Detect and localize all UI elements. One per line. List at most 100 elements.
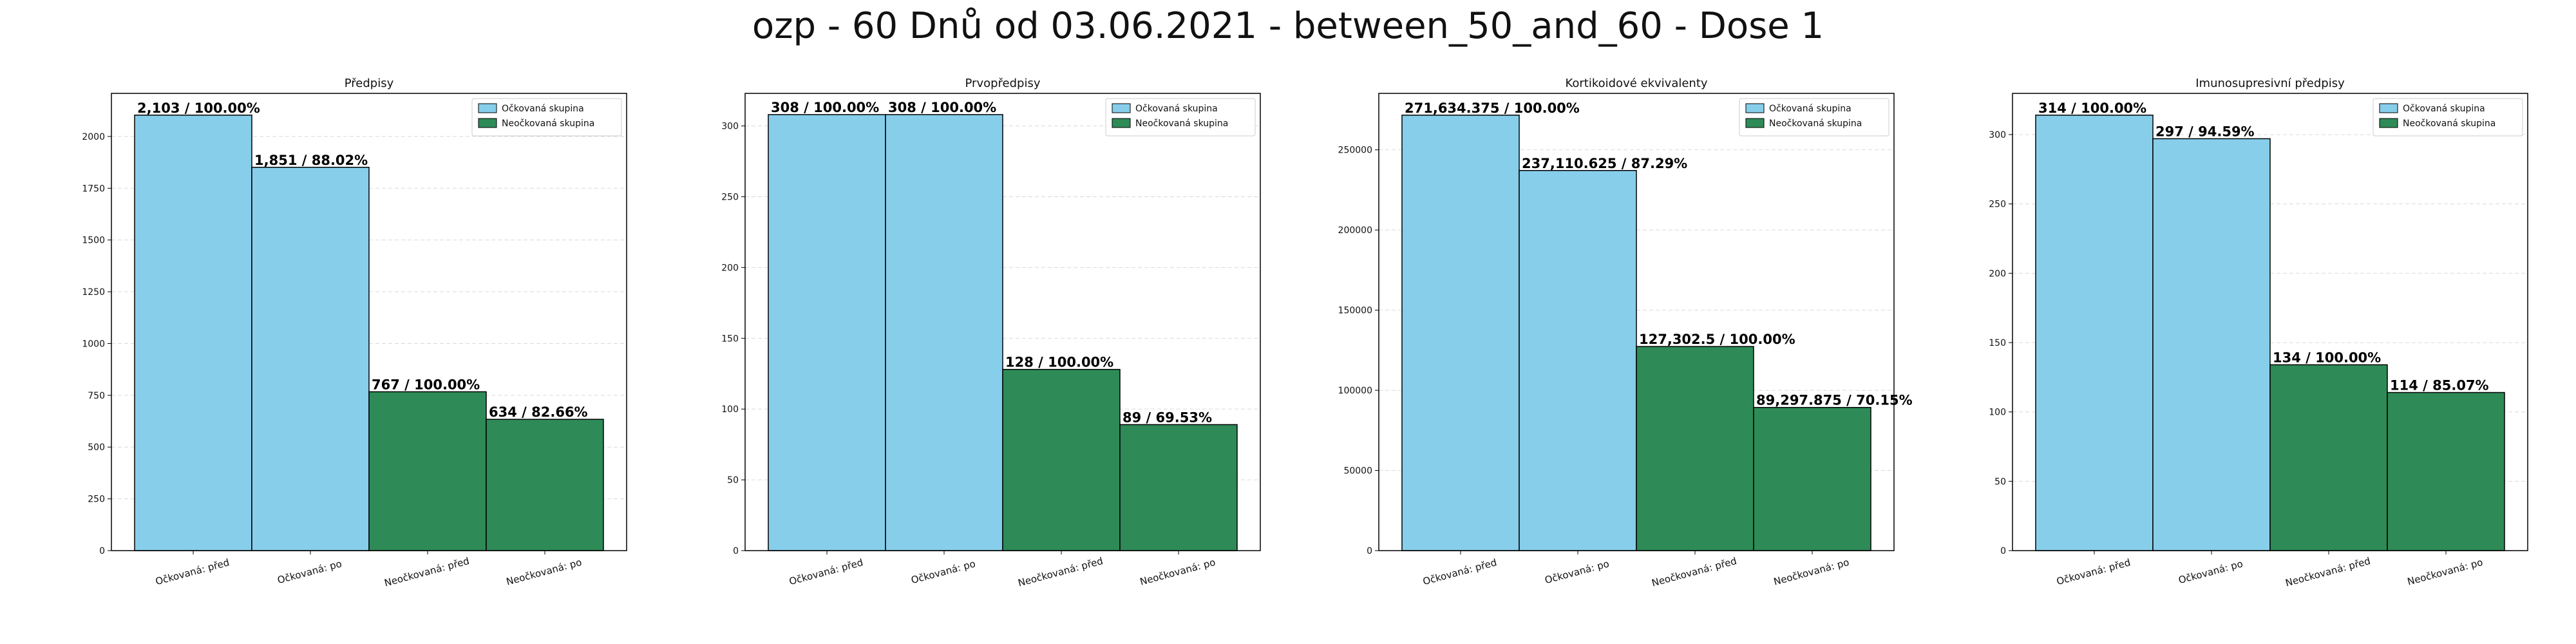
chart-title: Kortikoidové ekvivalenty	[1565, 77, 1707, 90]
y-tick-label: 1750	[82, 184, 105, 194]
bar	[2387, 392, 2505, 551]
bar-value-label: 634 / 82.66%	[489, 404, 588, 420]
legend-swatch	[1112, 103, 1131, 113]
bar-value-label: 1,851 / 88.02%	[254, 153, 368, 168]
bar-value-label: 89 / 69.53%	[1122, 410, 1212, 425]
y-tick-label: 1500	[82, 236, 105, 246]
bar-value-label: 89,297.875 / 70.15%	[1756, 393, 1913, 408]
legend-label: Očkovaná skupina	[2403, 104, 2485, 114]
y-tick-label: 1250	[82, 287, 105, 298]
y-tick-label: 200	[721, 263, 739, 273]
y-tick-label: 50	[1994, 477, 2006, 487]
legend: Očkovaná skupina Neočkovaná skupina	[471, 98, 622, 137]
plot-frame	[2012, 93, 2528, 551]
legend-box	[471, 98, 622, 137]
legend-label: Neočkovaná skupina	[1135, 118, 1228, 129]
y-tick-label: 250	[721, 192, 739, 202]
x-tick-label: Očkovaná: před	[788, 556, 864, 587]
bar-value-label: 314 / 100.00%	[2038, 100, 2146, 116]
legend-swatch	[2379, 118, 2398, 128]
y-tick-label: 300	[1989, 130, 2006, 140]
x-tick-label: Očkovaná: po	[276, 558, 343, 586]
y-tick-label: 0	[1367, 546, 1372, 556]
legend-label: Očkovaná skupina	[502, 104, 584, 114]
y-tick-label: 50	[727, 475, 739, 486]
x-tick-label: Neočkovaná: po	[1772, 556, 1850, 588]
y-tick-label: 100	[1989, 408, 2006, 418]
bar-value-label: 2,103 / 100.00%	[137, 100, 260, 116]
bar-value-label: 308 / 100.00%	[888, 100, 996, 115]
chart-title: Prvopředpisy	[965, 77, 1041, 90]
bar-value-label: 114 / 85.07%	[2390, 378, 2489, 393]
chart-panel-4: Imunosupresivní předpisy 0 50 100 150 200 250 3…	[1989, 77, 2528, 589]
y-tick-label: 750	[88, 391, 105, 401]
bar-value-label: 127,302.5 / 100.00%	[1639, 332, 1795, 347]
legend: Očkovaná skupina Neočkovaná skupina	[2372, 98, 2523, 137]
bar-value-label: 297 / 94.59%	[2155, 124, 2255, 139]
legend-swatch	[478, 118, 497, 128]
y-tick-label: 100	[721, 404, 739, 415]
bar-value-label: 128 / 100.00%	[1005, 355, 1113, 370]
legend-swatch	[478, 103, 497, 113]
legend-swatch	[1745, 103, 1765, 113]
chart-title: Předpisy	[345, 77, 394, 90]
y-tick-label: 300	[721, 122, 739, 132]
bar	[1401, 115, 1520, 551]
bar	[251, 167, 370, 551]
y-tick-label: 150	[1989, 338, 2006, 348]
bar	[134, 115, 252, 551]
x-tick-label: Očkovaná: před	[2055, 556, 2132, 587]
plot-frame	[744, 93, 1261, 551]
x-tick-label: Neočkovaná: před	[1017, 555, 1104, 589]
legend-label: Očkovaná skupina	[1135, 104, 1218, 114]
legend-swatch	[1745, 118, 1765, 128]
legend-swatch	[1112, 118, 1131, 128]
y-tick-label: 200000	[1338, 225, 1372, 236]
legend-box	[1105, 98, 1256, 137]
y-tick-label: 0	[99, 546, 105, 556]
bar	[1636, 346, 1754, 551]
bar-value-label: 237,110.625 / 87.29%	[1522, 156, 1687, 171]
y-tick-label: 150	[721, 334, 739, 344]
y-tick-label: 50000	[1343, 466, 1372, 477]
bar	[2269, 364, 2388, 551]
x-tick-label: Neočkovaná: po	[1139, 556, 1217, 588]
legend-label: Neočkovaná skupina	[502, 118, 594, 129]
plot-frame	[1378, 93, 1895, 551]
chart-panel-1: Předpisy 0 250 500 750 1000 1250 1500 1750 2000 2,…	[82, 77, 627, 589]
x-tick-label: Neočkovaná: po	[2406, 556, 2484, 588]
y-tick-label: 250	[1989, 200, 2006, 210]
y-tick-label: 0	[733, 546, 739, 556]
bar	[1119, 424, 1238, 551]
x-tick-label: Očkovaná: po	[2177, 558, 2244, 586]
legend-box	[2372, 98, 2523, 137]
bar	[2035, 115, 2154, 551]
chart-panel-2: Prvopředpisy 0 50 100 150 200 250 300 308 / 100.…	[721, 77, 1261, 589]
bar-value-label: 271,634.375 / 100.00%	[1405, 100, 1580, 116]
bar	[368, 391, 487, 551]
x-tick-label: Neočkovaná: před	[1651, 555, 1738, 589]
bar-value-label: 767 / 100.00%	[372, 377, 480, 392]
x-tick-label: Očkovaná: před	[1421, 556, 1498, 587]
legend-label: Neočkovaná skupina	[2403, 118, 2496, 129]
y-tick-label: 0	[2000, 546, 2006, 556]
x-tick-label: Neočkovaná: po	[505, 556, 583, 588]
y-tick-label: 100000	[1338, 386, 1372, 396]
y-tick-label: 200	[1989, 269, 2006, 279]
bar	[885, 114, 1003, 551]
y-tick-label: 150000	[1338, 306, 1372, 316]
bar	[2152, 138, 2271, 551]
bar	[1002, 368, 1121, 551]
bar	[768, 114, 886, 551]
y-tick-label: 250000	[1338, 146, 1372, 156]
legend-label: Očkovaná skupina	[1769, 104, 1852, 114]
plot-frame	[111, 93, 627, 551]
legend-label: Neočkovaná skupina	[1769, 118, 1862, 129]
x-tick-label: Očkovaná: po	[1544, 558, 1611, 586]
x-tick-label: Očkovaná: před	[154, 556, 231, 587]
bar	[1753, 406, 1871, 551]
bar-value-label: 134 / 100.00%	[2273, 350, 2381, 365]
bar	[1519, 170, 1637, 551]
y-tick-label: 2000	[82, 132, 105, 142]
